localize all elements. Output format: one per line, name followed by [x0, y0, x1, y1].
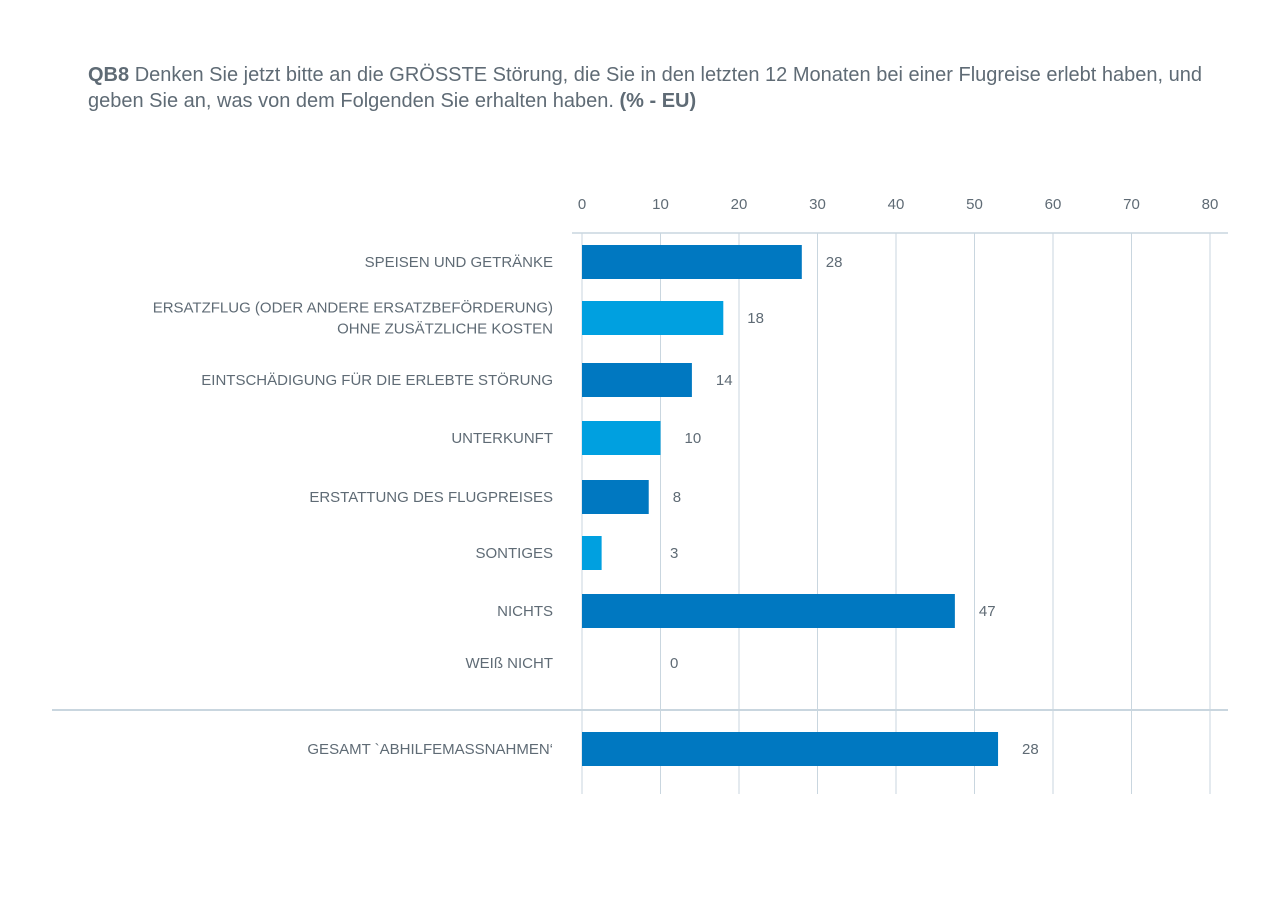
tick-label: 40: [888, 196, 905, 213]
category-label: NICHTS: [497, 603, 553, 620]
tick-label: 80: [1202, 196, 1219, 213]
value-label: 0: [670, 655, 678, 672]
category-label: ERSATZFLUG (ODER ANDERE ERSATZBEFÖRDERUN…: [153, 299, 553, 317]
category-label: SPEISEN UND GETRÄNKE: [365, 254, 553, 271]
category-label: SONTIGES: [475, 545, 553, 562]
category-label: GESAMT `ABHILFEMASSNAHMEN‘: [307, 741, 553, 758]
tick-label: 0: [578, 196, 586, 213]
value-label: 3: [670, 545, 678, 562]
bar: [582, 480, 649, 514]
category-label: WEIß NICHT: [466, 655, 554, 672]
tick-label: 20: [731, 196, 748, 213]
bar: [582, 245, 802, 279]
bar: [582, 594, 955, 628]
tick-label: 30: [809, 196, 826, 213]
value-label: 47: [979, 603, 996, 620]
category-label: OHNE ZUSÄTZLICHE KOSTEN: [337, 321, 553, 338]
category-label: UNTERKUNFT: [451, 430, 553, 447]
question-code: QB8: [88, 64, 130, 86]
bar: [582, 301, 724, 335]
question-text: Denken Sie jetzt bitte an die GRÖSSTE St…: [88, 64, 1203, 112]
category-label: EINTSCHÄDIGUNG FÜR DIE ERLEBTE STÖRUNG: [201, 371, 553, 389]
value-label: 18: [747, 310, 764, 327]
value-label: 8: [673, 489, 681, 506]
unit-label: (% - EU): [619, 90, 697, 112]
bar: [582, 732, 999, 766]
value-label: 28: [826, 254, 843, 271]
bar: [582, 421, 661, 455]
category-label: ERSTATTUNG DES FLUGPREISES: [309, 489, 553, 506]
tick-label: 50: [966, 196, 983, 213]
bar: [582, 363, 692, 397]
tick-label: 10: [652, 196, 669, 213]
bar: [582, 536, 602, 570]
value-label: 10: [685, 430, 702, 447]
tick-label: 60: [1045, 196, 1062, 213]
chart-title: QB8 Denken Sie jetzt bitte an die GRÖSST…: [88, 62, 1218, 114]
value-label: 14: [716, 372, 733, 389]
tick-label: 70: [1123, 196, 1140, 213]
value-label: 28: [1022, 741, 1039, 758]
